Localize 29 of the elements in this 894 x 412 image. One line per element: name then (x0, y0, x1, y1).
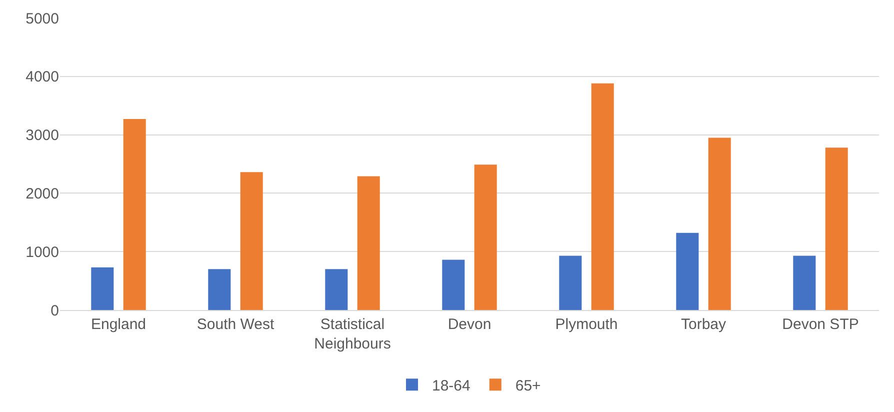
bar (123, 119, 146, 310)
bar (240, 172, 263, 310)
y-tick-label: 4000 (26, 68, 59, 86)
x-tick-label: England (90, 316, 146, 333)
bar (559, 256, 582, 310)
y-tick-label: 0 (50, 302, 59, 320)
x-tick-label: Devon (448, 316, 492, 333)
x-tick-label: Torbay (680, 316, 727, 333)
x-tick-label: Statistical Neighbours (314, 316, 391, 352)
bar (325, 269, 348, 310)
bar (708, 138, 731, 310)
bar (793, 256, 816, 310)
legend-label: 18-64 (432, 378, 470, 394)
x-tick-label: South West (196, 316, 275, 333)
bar (474, 164, 497, 310)
y-tick-label: 5000 (26, 10, 59, 28)
y-tick-label: 1000 (26, 244, 59, 261)
x-tick-label: Devon STP (782, 316, 859, 333)
bar (357, 176, 380, 310)
bar (825, 148, 848, 310)
bar (91, 267, 114, 310)
y-tick-label: 3000 (26, 127, 59, 144)
bar (208, 269, 231, 310)
y-tick-label: 2000 (26, 185, 59, 202)
bar (591, 83, 614, 310)
x-tick-label: Plymouth (555, 316, 618, 333)
bar (442, 260, 465, 310)
legend-label: 65+ (515, 378, 542, 394)
bar (676, 232, 699, 310)
